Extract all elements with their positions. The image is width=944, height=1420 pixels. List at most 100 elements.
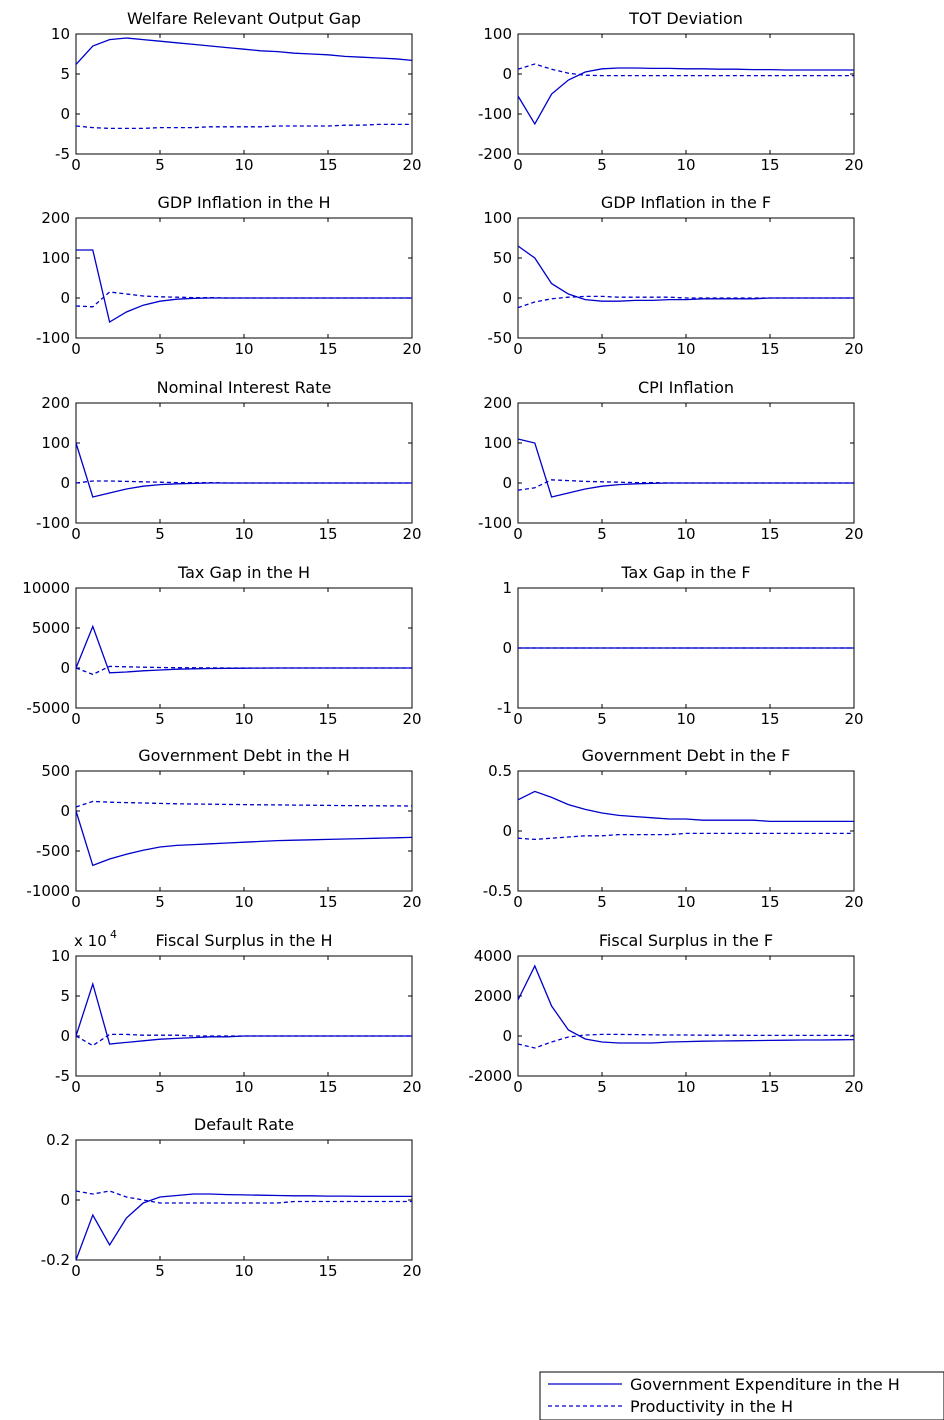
x-tick-label: 20	[402, 893, 421, 911]
x-tick-label: 20	[844, 893, 863, 911]
series-line-productivity	[75, 800, 413, 808]
y-tick-label: -2000	[468, 1067, 512, 1085]
x-tick-label: 0	[71, 710, 81, 728]
x-tick-label: 20	[402, 340, 421, 358]
y-tick-label: 0	[502, 822, 512, 840]
subplot-9: Government Debt in the F0 5 10 15 20-0.500.5	[483, 746, 864, 911]
x-tick-label: 10	[676, 893, 695, 911]
x-tick-label: 0	[513, 893, 523, 911]
x-tick-label: 15	[318, 893, 337, 911]
axes-box	[75, 770, 413, 892]
x-tick-label: 10	[676, 1078, 695, 1096]
x-tick-label: 10	[234, 525, 253, 543]
x-tick-label: 20	[844, 1078, 863, 1096]
y-tick-label: 5	[60, 65, 70, 83]
y-tick-label: 2000	[474, 987, 512, 1005]
x-tick-label: 5	[597, 710, 607, 728]
x-tick-label: 5	[597, 340, 607, 358]
x-tick-label: 20	[402, 156, 421, 174]
subplot-title: Default Rate	[194, 1115, 294, 1134]
x-tick-label: 10	[234, 893, 253, 911]
x-tick-label: 15	[318, 340, 337, 358]
series-line-gov-expenditure	[517, 964, 855, 1044]
axes-box	[517, 770, 855, 892]
y-tick-label: -100	[36, 329, 70, 347]
y-tick-label: 10	[51, 25, 70, 43]
x-tick-label: 20	[402, 525, 421, 543]
series-line-productivity	[517, 832, 854, 841]
x-tick-label: 5	[155, 1078, 165, 1096]
y-tick-label: -200	[478, 145, 512, 163]
x-tick-label: 0	[513, 525, 523, 543]
x-tick-label: 15	[760, 710, 779, 728]
series-line-gov-expenditure	[75, 37, 413, 65]
x-tick-label: 0	[513, 1078, 523, 1096]
subplot-2: GDP Inflation in the H0 5 10 15 20-100010020…	[36, 193, 422, 358]
x-tick-label: 0	[71, 1078, 81, 1096]
subplot-10: Fiscal Surplus in the Hx 10 40 5 10 15 20-505…	[51, 928, 422, 1096]
legend: Government Expenditure in the H Producti…	[539, 1371, 944, 1420]
x-tick-label: 0	[513, 710, 523, 728]
y-tick-label: 0	[502, 289, 512, 307]
x-tick-label: 5	[597, 156, 607, 174]
y-tick-label: -5	[55, 145, 70, 163]
axes-box	[75, 33, 413, 155]
legend-box	[539, 1371, 944, 1420]
multiplier-label: x 10	[74, 932, 107, 950]
y-tick-label: 0	[60, 802, 70, 820]
y-tick-label: -500	[36, 842, 70, 860]
y-tick-label: 0.5	[488, 762, 512, 780]
x-tick-label: 20	[844, 525, 863, 543]
y-tick-label: 0	[60, 659, 70, 677]
x-tick-label: 5	[155, 340, 165, 358]
subplot-title: GDP Inflation in the H	[158, 193, 331, 212]
subplot-title: Fiscal Surplus in the H	[155, 931, 332, 950]
x-tick-label: 5	[597, 525, 607, 543]
x-tick-label: 15	[760, 525, 779, 543]
y-tick-label: 100	[41, 434, 70, 452]
y-tick-label: 0	[502, 65, 512, 83]
y-tick-label: 5	[60, 987, 70, 1005]
y-tick-label: -1000	[26, 882, 70, 900]
series-line-productivity	[517, 479, 854, 491]
axes-box	[517, 33, 855, 155]
y-tick-label: 10000	[22, 579, 70, 597]
y-tick-label: 200	[41, 394, 70, 412]
y-tick-label: -50	[488, 329, 513, 347]
legend-label-0: Government Expenditure in the H	[630, 1375, 900, 1394]
y-tick-label: 100	[483, 209, 512, 227]
x-tick-label: 15	[318, 525, 337, 543]
y-tick-label: 1	[502, 579, 512, 597]
y-tick-label: 200	[41, 209, 70, 227]
x-tick-label: 20	[844, 340, 863, 358]
x-tick-label: 20	[402, 1262, 421, 1280]
y-tick-label: -100	[478, 105, 512, 123]
y-tick-label: 500	[41, 762, 70, 780]
x-tick-label: 15	[318, 156, 337, 174]
x-tick-label: 0	[71, 340, 81, 358]
x-tick-label: 15	[318, 710, 337, 728]
series-line-productivity	[75, 480, 412, 484]
x-tick-label: 10	[234, 710, 253, 728]
axes-box	[75, 955, 413, 1077]
y-tick-label: -100	[36, 514, 70, 532]
series-line-gov-expenditure	[75, 1193, 412, 1261]
series-line-gov-expenditure	[75, 981, 412, 1045]
x-tick-label: 20	[402, 1078, 421, 1096]
y-tick-label: 200	[483, 394, 512, 412]
y-tick-label: 0.2	[46, 1131, 70, 1149]
y-tick-label: 4000	[474, 947, 512, 965]
y-tick-label: 50	[493, 249, 512, 267]
x-tick-label: 0	[71, 525, 81, 543]
subplot-title: Welfare Relevant Output Gap	[127, 9, 361, 28]
subplot-11: Fiscal Surplus in the F0 5 10 15 20-20000200…	[468, 931, 863, 1096]
y-tick-label: -1	[497, 699, 512, 717]
x-tick-label: 20	[402, 710, 421, 728]
axes-box	[517, 402, 855, 524]
x-tick-label: 5	[155, 710, 165, 728]
